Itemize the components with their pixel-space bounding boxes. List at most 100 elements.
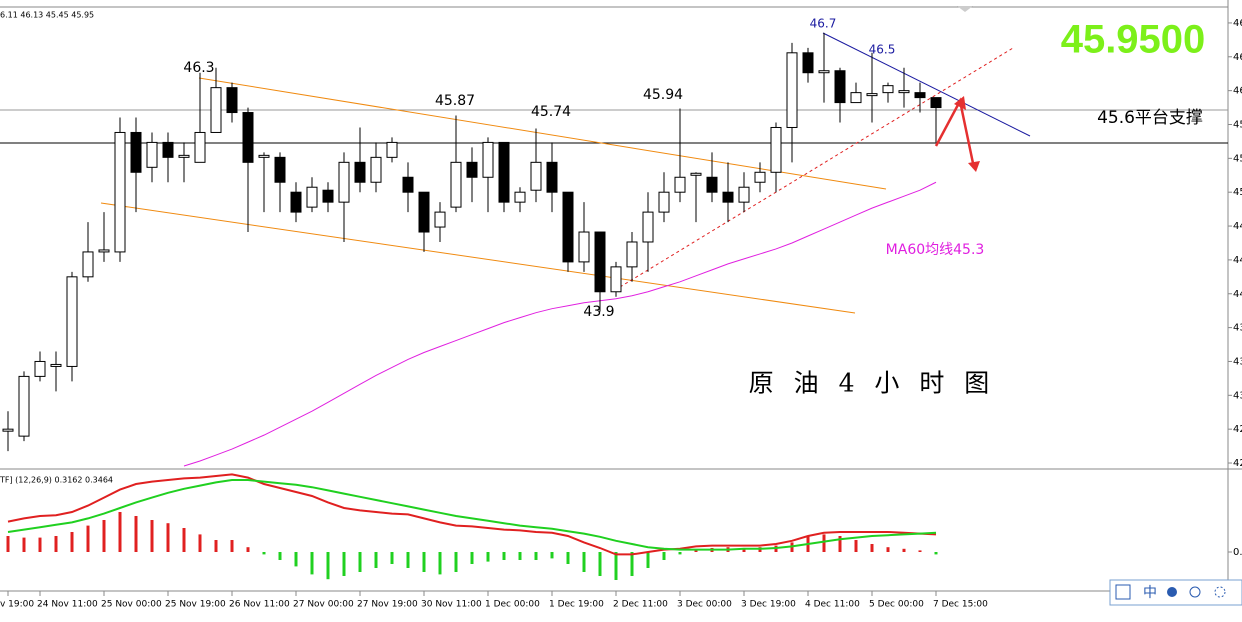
x-tick-label: 7 Dec 15:00 (933, 600, 988, 610)
trend-line (619, 47, 1014, 288)
y-tick-label: 46.46 (1233, 52, 1242, 63)
y-tick-label: 45.1 (1233, 187, 1242, 198)
icon[interactable] (1115, 584, 1131, 600)
x-tick-label: 5 Dec 00:00 (869, 600, 924, 610)
ime-label[interactable]: 中 (1143, 585, 1157, 601)
trend-line (822, 32, 1031, 137)
y-tick-label: 0. (1233, 547, 1242, 558)
channel-line (100, 202, 856, 314)
x-tick-label: v 19:00 (0, 600, 34, 610)
arrow-head (968, 161, 980, 172)
y-tick-label: 44.08 (1233, 289, 1242, 300)
candle-body (482, 141, 494, 178)
candle-body (18, 375, 30, 437)
arrow-head (954, 96, 966, 110)
x-tick-label: 27 Nov 00:00 (293, 600, 354, 610)
candle-body (450, 161, 462, 208)
y-tick-label: 43.06 (1233, 390, 1242, 401)
annotation: 46.3 (183, 60, 214, 76)
candle-body (130, 131, 142, 173)
x-tick-label: 1 Dec 19:00 (549, 600, 604, 610)
annotation: 45.6平台支撑 (1097, 108, 1203, 128)
ma-line (183, 181, 937, 467)
candle-body (930, 97, 942, 109)
macd-line (7, 479, 937, 551)
candle-body (114, 131, 126, 253)
y-tick-label: 43.74 (1233, 323, 1242, 334)
annotation: 45.87 (435, 93, 475, 109)
candle-body (546, 161, 558, 193)
icon[interactable] (1189, 586, 1201, 598)
candle-body (178, 154, 190, 158)
candle-body (498, 141, 510, 203)
icon[interactable] (1167, 587, 1177, 597)
candle-body (434, 211, 446, 228)
x-tick-label: 25 Nov 19:00 (165, 600, 226, 610)
y-tick-label: 46.8 (1233, 18, 1242, 29)
x-tick-label: 25 Nov 00:00 (101, 600, 162, 610)
candle-body (370, 156, 382, 183)
candle-body (850, 92, 862, 104)
candle-body (194, 131, 206, 163)
candle-body (914, 92, 926, 99)
candle-body (658, 191, 670, 213)
candle-body (418, 191, 430, 233)
candle-body (226, 87, 238, 114)
candle-body (690, 172, 702, 176)
candle-body (290, 191, 302, 213)
candle-body (322, 189, 334, 203)
candle-body (466, 161, 478, 178)
candle-body (802, 52, 814, 74)
candle-body (386, 141, 398, 158)
candle-body (274, 156, 286, 183)
candle-body (34, 360, 46, 377)
candle-body (866, 93, 878, 97)
candle-body (738, 186, 750, 203)
candle-body (674, 176, 686, 193)
y-tick-label: 42.72 (1233, 424, 1242, 435)
candle-body (626, 241, 638, 268)
candle-body (402, 176, 414, 193)
candle-body (722, 191, 734, 203)
y-tick-label: 45.78 (1233, 119, 1242, 130)
candle-body (50, 363, 62, 367)
x-tick-label: 1 Dec 00:00 (485, 600, 540, 610)
annotation: 原 油 4 小 时 图 (749, 369, 996, 398)
candle-body (882, 85, 894, 94)
candle-body (98, 249, 110, 253)
candle-body (530, 161, 542, 191)
candle-body (898, 90, 910, 94)
y-tick-label: 46.12 (1233, 86, 1242, 97)
y-tick-label: 44.42 (1233, 255, 1242, 266)
candle-body (210, 87, 222, 133)
x-tick-label: 24 Nov 11:00 (37, 600, 98, 610)
candle-body (578, 231, 590, 263)
y-tick-label: 43.4 (1233, 356, 1242, 367)
x-tick-label: 4 Dec 11:00 (805, 600, 860, 610)
candle-body (242, 112, 254, 163)
macd-header: TF] (12,26,9) 0.3162 0.3464 (0, 476, 113, 485)
candle-body (834, 70, 846, 104)
candle-body (562, 191, 574, 263)
x-tick-label: 26 Nov 11:00 (229, 600, 290, 610)
candle-body (754, 171, 766, 183)
annotation: 45.74 (531, 104, 571, 120)
annotation: 45.9500 (1061, 18, 1206, 62)
candle-body (2, 428, 14, 432)
toolbar: 中 (1109, 579, 1242, 606)
x-tick-label: 30 Nov 11:00 (421, 600, 482, 610)
candle-body (610, 266, 622, 293)
y-tick-label: 44.76 (1233, 221, 1242, 232)
icon[interactable] (1214, 586, 1226, 598)
ohlc-header: 6.11 46.13 45.45 45.95 (0, 11, 94, 20)
candle-body (162, 141, 174, 158)
candle-body (66, 276, 78, 367)
annotation: 43.9 (583, 304, 614, 320)
candle-body (594, 231, 606, 293)
candle-body (338, 161, 350, 203)
y-tick-label: 45.44 (1233, 153, 1242, 164)
annotation: 46.7 (810, 17, 837, 31)
x-tick-label: 3 Dec 19:00 (741, 600, 796, 610)
